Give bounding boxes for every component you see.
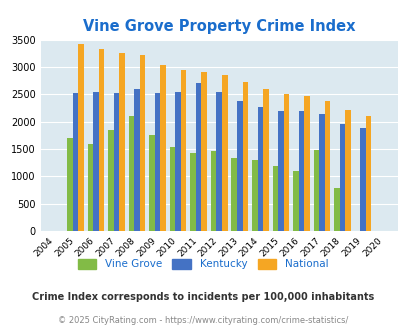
Bar — [272, 166, 277, 231]
Bar — [78, 44, 83, 231]
Bar — [160, 65, 166, 231]
Bar — [128, 116, 134, 231]
Bar — [252, 160, 257, 231]
Bar — [222, 75, 227, 231]
Bar — [108, 130, 113, 231]
Bar — [169, 147, 175, 231]
Bar — [242, 82, 247, 231]
Bar — [324, 101, 329, 231]
Text: Crime Index corresponds to incidents per 100,000 inhabitants: Crime Index corresponds to incidents per… — [32, 292, 373, 302]
Bar — [175, 91, 181, 231]
Bar — [190, 153, 196, 231]
Bar — [67, 138, 72, 231]
Bar — [216, 91, 222, 231]
Bar — [359, 128, 365, 231]
Bar — [318, 114, 324, 231]
Bar — [149, 135, 154, 231]
Bar — [262, 89, 268, 231]
Bar — [292, 171, 298, 231]
Bar — [154, 93, 160, 231]
Bar — [313, 149, 318, 231]
Bar — [72, 93, 78, 231]
Bar — [231, 158, 237, 231]
Bar — [365, 116, 371, 231]
Bar — [237, 101, 242, 231]
Bar — [119, 53, 125, 231]
Bar — [201, 72, 207, 231]
Bar — [93, 91, 98, 231]
Bar — [181, 70, 186, 231]
Bar — [257, 107, 262, 231]
Bar — [277, 111, 283, 231]
Bar — [87, 144, 93, 231]
Bar — [113, 93, 119, 231]
Bar — [196, 83, 201, 231]
Bar — [134, 89, 140, 231]
Title: Vine Grove Property Crime Index: Vine Grove Property Crime Index — [83, 19, 355, 34]
Bar — [283, 94, 288, 231]
Bar — [303, 96, 309, 231]
Bar — [140, 55, 145, 231]
Text: © 2025 CityRating.com - https://www.cityrating.com/crime-statistics/: © 2025 CityRating.com - https://www.city… — [58, 316, 347, 325]
Bar — [333, 188, 339, 231]
Bar — [339, 124, 344, 231]
Bar — [298, 111, 303, 231]
Bar — [98, 49, 104, 231]
Bar — [344, 110, 350, 231]
Legend: Vine Grove, Kentucky, National: Vine Grove, Kentucky, National — [73, 255, 332, 274]
Bar — [211, 151, 216, 231]
